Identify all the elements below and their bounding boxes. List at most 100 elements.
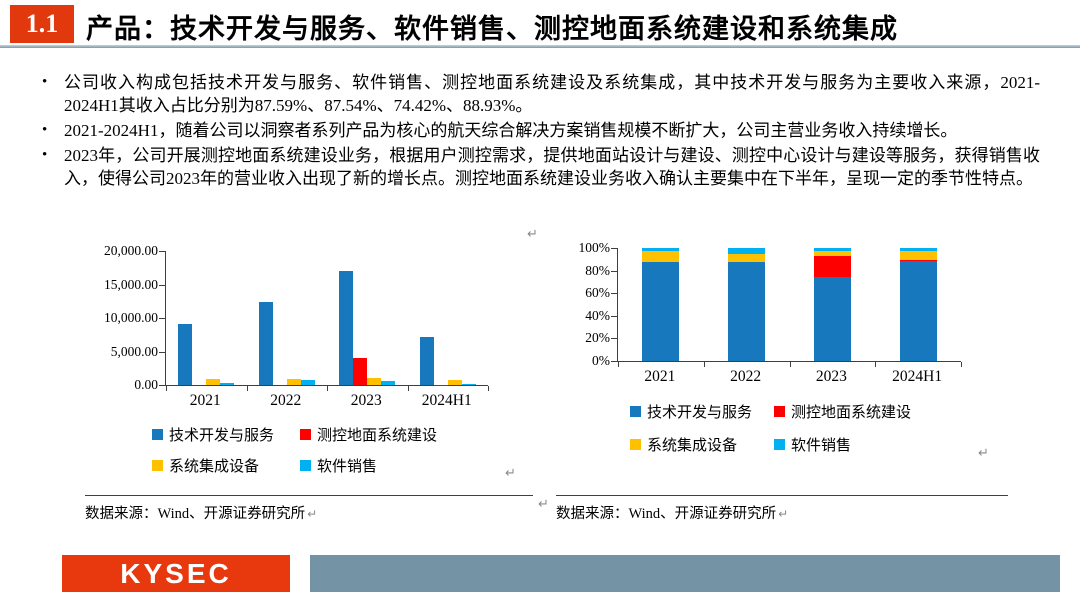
segment-2023-软件销售 xyxy=(813,248,851,252)
revenue-share-chart: 100% 80% 60% 40% 20% 0% 2021 2022 2023 2024H1 xyxy=(560,240,962,385)
return-mark-icon: ↵ xyxy=(538,497,549,512)
legend-swatch xyxy=(630,439,641,450)
y-axis-tick-label: 0.00 xyxy=(134,377,158,392)
page-title: 产品：技术开发与服务、软件销售、测控地面系统建设和系统集成 xyxy=(86,14,898,44)
y-axis-tick-label: 5,000.00 xyxy=(110,343,158,359)
legend-swatch xyxy=(630,406,641,417)
x-axis-tick-mark xyxy=(618,362,619,367)
bar-2023-系统集成设备 xyxy=(367,378,382,385)
bullet-text: 2021-2024H1，随着公司以洞察者系列产品为核心的航天综合解决方案销售规模… xyxy=(64,121,958,140)
bullet-text: 2023年，公司开展测控地面系统建设业务，根据用户测控需求，提供地面站设计与建设… xyxy=(64,146,1040,188)
y-axis-tick-label: 0% xyxy=(592,353,610,368)
legend-label: 测控地面系统建设 xyxy=(317,428,438,444)
y-axis-tick-label: 20,000.00 xyxy=(104,243,158,258)
bullet-item: • 2023年，公司开展测控地面系统建设业务，根据用户测控需求，提供地面站设计与… xyxy=(42,144,1040,190)
y-axis-tick-mark xyxy=(611,248,617,249)
revenue-bar-chart: 20,000.00 15,000.00 10,000.00 5,000.00 0.00 … xyxy=(86,243,489,409)
source-divider xyxy=(85,495,533,496)
legend-item: 技术开发与服务 xyxy=(630,401,774,422)
bullet-marker: • xyxy=(42,74,48,90)
x-axis-tick-mark xyxy=(166,386,167,391)
y-axis-tick-label: 15,000.00 xyxy=(104,276,158,292)
y-axis-tick-label: 100% xyxy=(578,240,611,255)
bar-2022-软件销售 xyxy=(300,380,315,385)
bar-2021-技术开发与服务 xyxy=(178,324,193,385)
segment-2024H1-软件销售 xyxy=(899,248,937,251)
segment-2024H1-技术开发与服务 xyxy=(899,260,937,361)
segment-2021-技术开发与服务 xyxy=(642,262,680,361)
legend-label: 技术开发与服务 xyxy=(647,405,753,421)
legend-label: 测控地面系统建设 xyxy=(791,405,912,421)
segment-2022-系统集成设备 xyxy=(728,254,766,263)
legend: 技术开发与服务 测控地面系统建设 系统集成设备 软件销售 xyxy=(152,424,437,476)
plot-area xyxy=(611,248,962,367)
source-text: 数据来源：Wind、开源证券研究所 ↵ xyxy=(85,502,317,523)
legend: 技术开发与服务 测控地面系统建设 系统集成设备 软件销售 xyxy=(630,401,911,455)
source-divider xyxy=(556,495,1008,496)
y-axis-tick-mark xyxy=(611,338,617,340)
y-axis: 20,000.00 15,000.00 10,000.00 5,000.00 0.00 xyxy=(86,243,158,392)
segment-2023-系统集成设备 xyxy=(813,251,851,257)
legend-item: 系统集成设备 xyxy=(152,455,300,476)
y-axis-tick-mark xyxy=(159,251,165,252)
x-axis-category-label: 2024H1 xyxy=(892,368,943,385)
y-axis: 100% 80% 60% 40% 20% 0% xyxy=(560,240,611,368)
legend-item: 测控地面系统建设 xyxy=(774,401,911,422)
legend-swatch xyxy=(774,406,785,417)
segment-2022-软件销售 xyxy=(728,248,766,255)
return-mark-icon: ↵ xyxy=(307,507,318,521)
x-axis-tick-mark xyxy=(961,362,962,367)
y-axis-tick-mark xyxy=(159,284,165,286)
x-axis-tick-mark xyxy=(488,386,489,391)
y-axis-tick-label: 20% xyxy=(585,330,610,346)
bar-2022-技术开发与服务 xyxy=(258,301,273,385)
legend-swatch xyxy=(152,429,163,440)
legend-item: 测控地面系统建设 xyxy=(300,424,437,445)
y-axis-tick-mark xyxy=(611,270,617,272)
legend-item: 软件销售 xyxy=(300,455,437,476)
x-axis-category-label: 2023 xyxy=(350,392,382,409)
y-axis-tick-mark xyxy=(611,361,617,362)
x-axis-category-label: 2021 xyxy=(189,392,221,409)
bar-2021-软件销售 xyxy=(220,383,235,385)
legend-swatch xyxy=(300,460,311,471)
legend-label: 技术开发与服务 xyxy=(169,428,275,444)
segment-2023-测控地面系统建设 xyxy=(813,256,851,277)
segment-2023-技术开发与服务 xyxy=(813,276,851,361)
y-axis-tick-mark xyxy=(159,318,165,319)
bar-2022-系统集成设备 xyxy=(286,378,301,385)
kysec-logo-text: KYSEC xyxy=(120,557,232,589)
source-label: 数据来源：Wind、开源证券研究所 xyxy=(85,506,306,522)
bullet-text: 公司收入构成包括技术开发与服务、软件销售、测控地面系统建设及系统集成，其中技术开… xyxy=(64,73,1040,115)
y-axis-tick-mark xyxy=(159,385,165,386)
legend-label: 软件销售 xyxy=(317,459,378,475)
segment-2021-软件销售 xyxy=(642,248,680,252)
x-axis-labels: 2021 2022 2023 2024H1 xyxy=(617,368,960,386)
legend-swatch xyxy=(774,439,785,450)
y-axis-tick-mark xyxy=(159,351,165,353)
y-axis-tick-label: 80% xyxy=(585,262,610,278)
return-mark-icon: ↵ xyxy=(778,507,789,521)
x-axis-tick-mark xyxy=(327,386,328,391)
bullet-marker: • xyxy=(42,147,48,163)
segment-2021-系统集成设备 xyxy=(642,251,680,263)
y-axis-tick-label: 60% xyxy=(585,285,610,301)
return-mark-icon: ↵ xyxy=(978,446,989,461)
bar-2024H1-系统集成设备 xyxy=(447,380,462,385)
x-axis-category-label: 2023 xyxy=(815,368,847,385)
legend-item: 技术开发与服务 xyxy=(152,424,300,445)
x-axis-tick-mark xyxy=(875,362,877,367)
segment-2024H1-系统集成设备 xyxy=(899,250,937,260)
header-rule xyxy=(0,45,1080,48)
y-axis-tick-mark xyxy=(611,293,617,295)
legend-item: 软件销售 xyxy=(774,434,911,455)
bullet-item: • 2021-2024H1，随着公司以洞察者系列产品为核心的航天综合解决方案销售… xyxy=(42,119,1040,142)
return-mark-icon: ↵ xyxy=(505,466,516,481)
segment-2022-技术开发与服务 xyxy=(728,262,766,361)
bar-2021-系统集成设备 xyxy=(206,378,221,385)
y-axis-tick-mark xyxy=(611,315,617,317)
legend-swatch xyxy=(300,429,311,440)
x-axis-category-label: 2022 xyxy=(730,368,762,385)
section-number-badge: 1.1 xyxy=(10,5,74,43)
